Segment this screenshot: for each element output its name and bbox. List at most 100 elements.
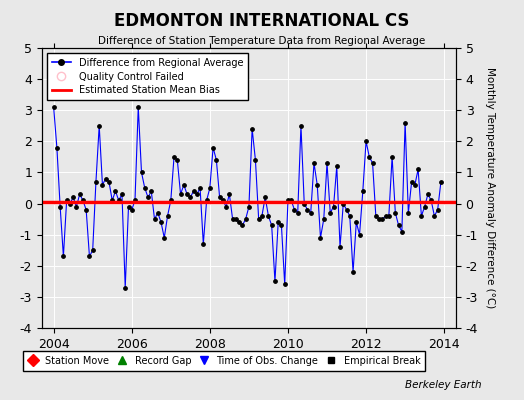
Point bbox=[274, 219, 282, 226]
Point bbox=[102, 176, 110, 182]
Point bbox=[307, 210, 315, 216]
Point bbox=[205, 185, 214, 191]
Point bbox=[430, 213, 439, 219]
Point bbox=[49, 104, 58, 110]
Point bbox=[177, 191, 185, 198]
Point bbox=[222, 204, 231, 210]
Point bbox=[180, 182, 188, 188]
Point bbox=[251, 157, 259, 163]
Y-axis label: Monthly Temperature Anomaly Difference (°C): Monthly Temperature Anomaly Difference (… bbox=[485, 67, 495, 309]
Point bbox=[264, 213, 272, 219]
Point bbox=[326, 210, 334, 216]
Point bbox=[427, 197, 435, 204]
Point bbox=[255, 216, 263, 222]
Point bbox=[381, 213, 390, 219]
Point bbox=[316, 234, 325, 241]
Point bbox=[170, 154, 178, 160]
Point bbox=[105, 178, 113, 185]
Point bbox=[372, 213, 380, 219]
Point bbox=[196, 185, 204, 191]
Point bbox=[414, 166, 422, 172]
Point bbox=[62, 197, 71, 204]
Point bbox=[280, 281, 289, 288]
Point bbox=[378, 216, 387, 222]
Point bbox=[287, 197, 296, 204]
Point bbox=[228, 216, 237, 222]
Point bbox=[75, 191, 84, 198]
Point bbox=[167, 197, 175, 204]
Point bbox=[69, 194, 78, 200]
Point bbox=[238, 222, 247, 228]
Point bbox=[261, 194, 269, 200]
Point bbox=[297, 122, 305, 129]
Point bbox=[199, 241, 208, 247]
Point bbox=[137, 169, 146, 176]
Point bbox=[248, 126, 256, 132]
Point bbox=[53, 144, 61, 151]
Point bbox=[242, 216, 250, 222]
Point bbox=[157, 219, 165, 226]
Point bbox=[95, 122, 103, 129]
Point bbox=[140, 185, 149, 191]
Point bbox=[235, 219, 243, 226]
Point bbox=[209, 144, 217, 151]
Point bbox=[293, 210, 302, 216]
Point bbox=[154, 210, 162, 216]
Point bbox=[186, 194, 194, 200]
Point bbox=[82, 206, 90, 213]
Point bbox=[232, 216, 240, 222]
Point bbox=[173, 157, 181, 163]
Point bbox=[424, 191, 432, 198]
Point bbox=[398, 228, 406, 235]
Point bbox=[183, 191, 191, 198]
Point bbox=[258, 213, 266, 219]
Point bbox=[115, 197, 123, 204]
Point bbox=[310, 160, 318, 166]
Point bbox=[85, 253, 94, 260]
Point bbox=[300, 200, 309, 207]
Point bbox=[89, 247, 97, 254]
Point bbox=[121, 284, 129, 291]
Point bbox=[365, 154, 374, 160]
Point bbox=[320, 216, 328, 222]
Point bbox=[330, 204, 338, 210]
Point bbox=[284, 197, 292, 204]
Point bbox=[368, 160, 377, 166]
Point bbox=[212, 157, 221, 163]
Point bbox=[163, 213, 172, 219]
Point bbox=[245, 204, 253, 210]
Point bbox=[134, 104, 143, 110]
Text: Berkeley Earth: Berkeley Earth bbox=[406, 380, 482, 390]
Point bbox=[124, 204, 133, 210]
Point bbox=[118, 191, 126, 198]
Point bbox=[219, 197, 227, 204]
Point bbox=[355, 232, 364, 238]
Point bbox=[215, 194, 224, 200]
Point bbox=[404, 210, 412, 216]
Legend: Station Move, Record Gap, Time of Obs. Change, Empirical Break: Station Move, Record Gap, Time of Obs. C… bbox=[23, 351, 425, 371]
Point bbox=[349, 269, 357, 275]
Point bbox=[408, 178, 416, 185]
Point bbox=[385, 213, 393, 219]
Point bbox=[323, 160, 331, 166]
Point bbox=[202, 197, 211, 204]
Point bbox=[395, 222, 403, 228]
Point bbox=[150, 216, 159, 222]
Point bbox=[313, 182, 321, 188]
Point bbox=[391, 210, 399, 216]
Point bbox=[56, 204, 64, 210]
Point bbox=[72, 204, 81, 210]
Point bbox=[336, 244, 344, 250]
Point bbox=[401, 120, 409, 126]
Point bbox=[79, 197, 87, 204]
Point bbox=[66, 200, 74, 207]
Point bbox=[411, 182, 419, 188]
Point bbox=[160, 234, 168, 241]
Point bbox=[193, 191, 201, 198]
Point bbox=[420, 204, 429, 210]
Point bbox=[277, 222, 286, 228]
Point bbox=[92, 178, 100, 185]
Point bbox=[433, 206, 442, 213]
Point bbox=[189, 188, 198, 194]
Point bbox=[436, 178, 445, 185]
